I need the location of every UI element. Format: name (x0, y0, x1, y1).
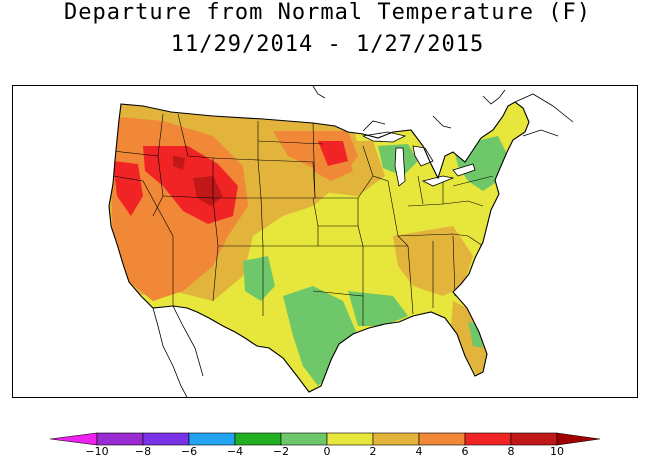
legend-bin (326, 432, 374, 446)
anomaly-zone-8-10 (193, 176, 223, 206)
legend-tick-label: 10 (550, 445, 564, 458)
map-panel (12, 85, 638, 398)
legend-bin-below-min (49, 432, 98, 446)
legend-tick-label: 2 (369, 445, 377, 458)
date-range-subtitle: 11/29/2014 - 1/27/2015 (170, 32, 485, 57)
legend-tick-label: 4 (415, 445, 423, 458)
us-temperature-map (108, 86, 574, 397)
state-boundaries (112, 113, 494, 326)
legend-bin (188, 432, 236, 446)
legend-tick-label: −8 (134, 445, 152, 458)
anomaly-zone-cool-southwest (243, 256, 275, 301)
legend-bin (234, 432, 282, 446)
anomaly-zone-8-10-b (173, 156, 185, 170)
legend-bin (142, 432, 190, 446)
legend-bin (280, 432, 328, 446)
legend-tick-label: 0 (323, 445, 331, 458)
legend-tick-label: 6 (461, 445, 469, 458)
legend-bin (418, 432, 466, 446)
legend-bin (372, 432, 420, 446)
legend-tick-label: −6 (180, 445, 198, 458)
color-legend (49, 432, 601, 446)
legend-tick-label: −2 (272, 445, 290, 458)
neighbor-coastlines (152, 86, 574, 397)
legend-bin-above-max (556, 432, 601, 446)
legend-bin (510, 432, 558, 446)
legend-tick-label: 8 (507, 445, 515, 458)
map-title: Departure from Normal Temperature (F) (63, 0, 592, 25)
anomaly-zone-6-8-greatbasin (143, 146, 238, 224)
legend-bin (464, 432, 512, 446)
legend-tick-label: −10 (85, 445, 109, 458)
legend-tick-label: −4 (226, 445, 244, 458)
anomaly-zone-6-8-northplains (318, 141, 348, 166)
anomaly-zone-6-8-california (113, 161, 143, 216)
great-lakes (361, 131, 476, 187)
us-outline (108, 101, 530, 393)
legend-bin (96, 432, 144, 446)
